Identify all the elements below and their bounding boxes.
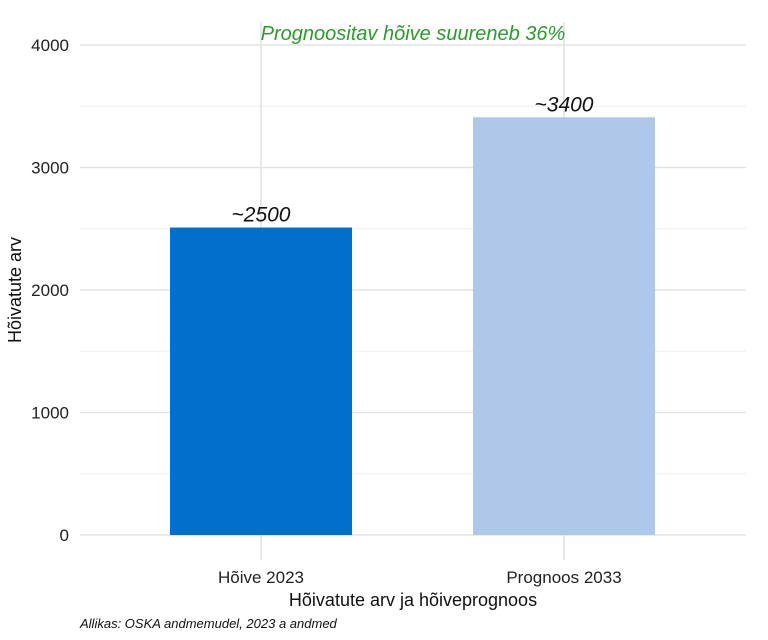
bar-value-label: ~2500 xyxy=(232,204,291,227)
x-axis-ticks: Hõive 2023 Prognoos 2033 xyxy=(218,568,622,587)
y-tick-label: 2000 xyxy=(31,281,69,300)
chart-annotation: Prognoositav hõive suureneb 36% xyxy=(261,23,566,45)
bar-value-label: ~3400 xyxy=(535,93,594,116)
y-tick-label: 4000 xyxy=(31,36,69,55)
y-tick-label: 3000 xyxy=(31,159,69,178)
y-axis-title: Hõivatute arv xyxy=(5,237,25,343)
bar xyxy=(473,117,655,536)
x-axis-title: Hõivatute arv ja hõiveprognoos xyxy=(289,590,537,610)
data-labels: ~2500 ~3400 xyxy=(232,93,594,226)
bar xyxy=(170,227,352,535)
bars xyxy=(170,117,655,536)
source-caption: Allikas: OSKA andmemudel, 2023 a andmed xyxy=(80,616,337,631)
y-tick-label: 0 xyxy=(60,526,69,545)
y-tick-label: 1000 xyxy=(31,404,69,423)
x-tick-label: Hõive 2023 xyxy=(218,568,304,587)
y-axis-ticks: 0 1000 2000 3000 4000 xyxy=(31,36,69,545)
x-tick-label: Prognoos 2033 xyxy=(506,568,621,587)
